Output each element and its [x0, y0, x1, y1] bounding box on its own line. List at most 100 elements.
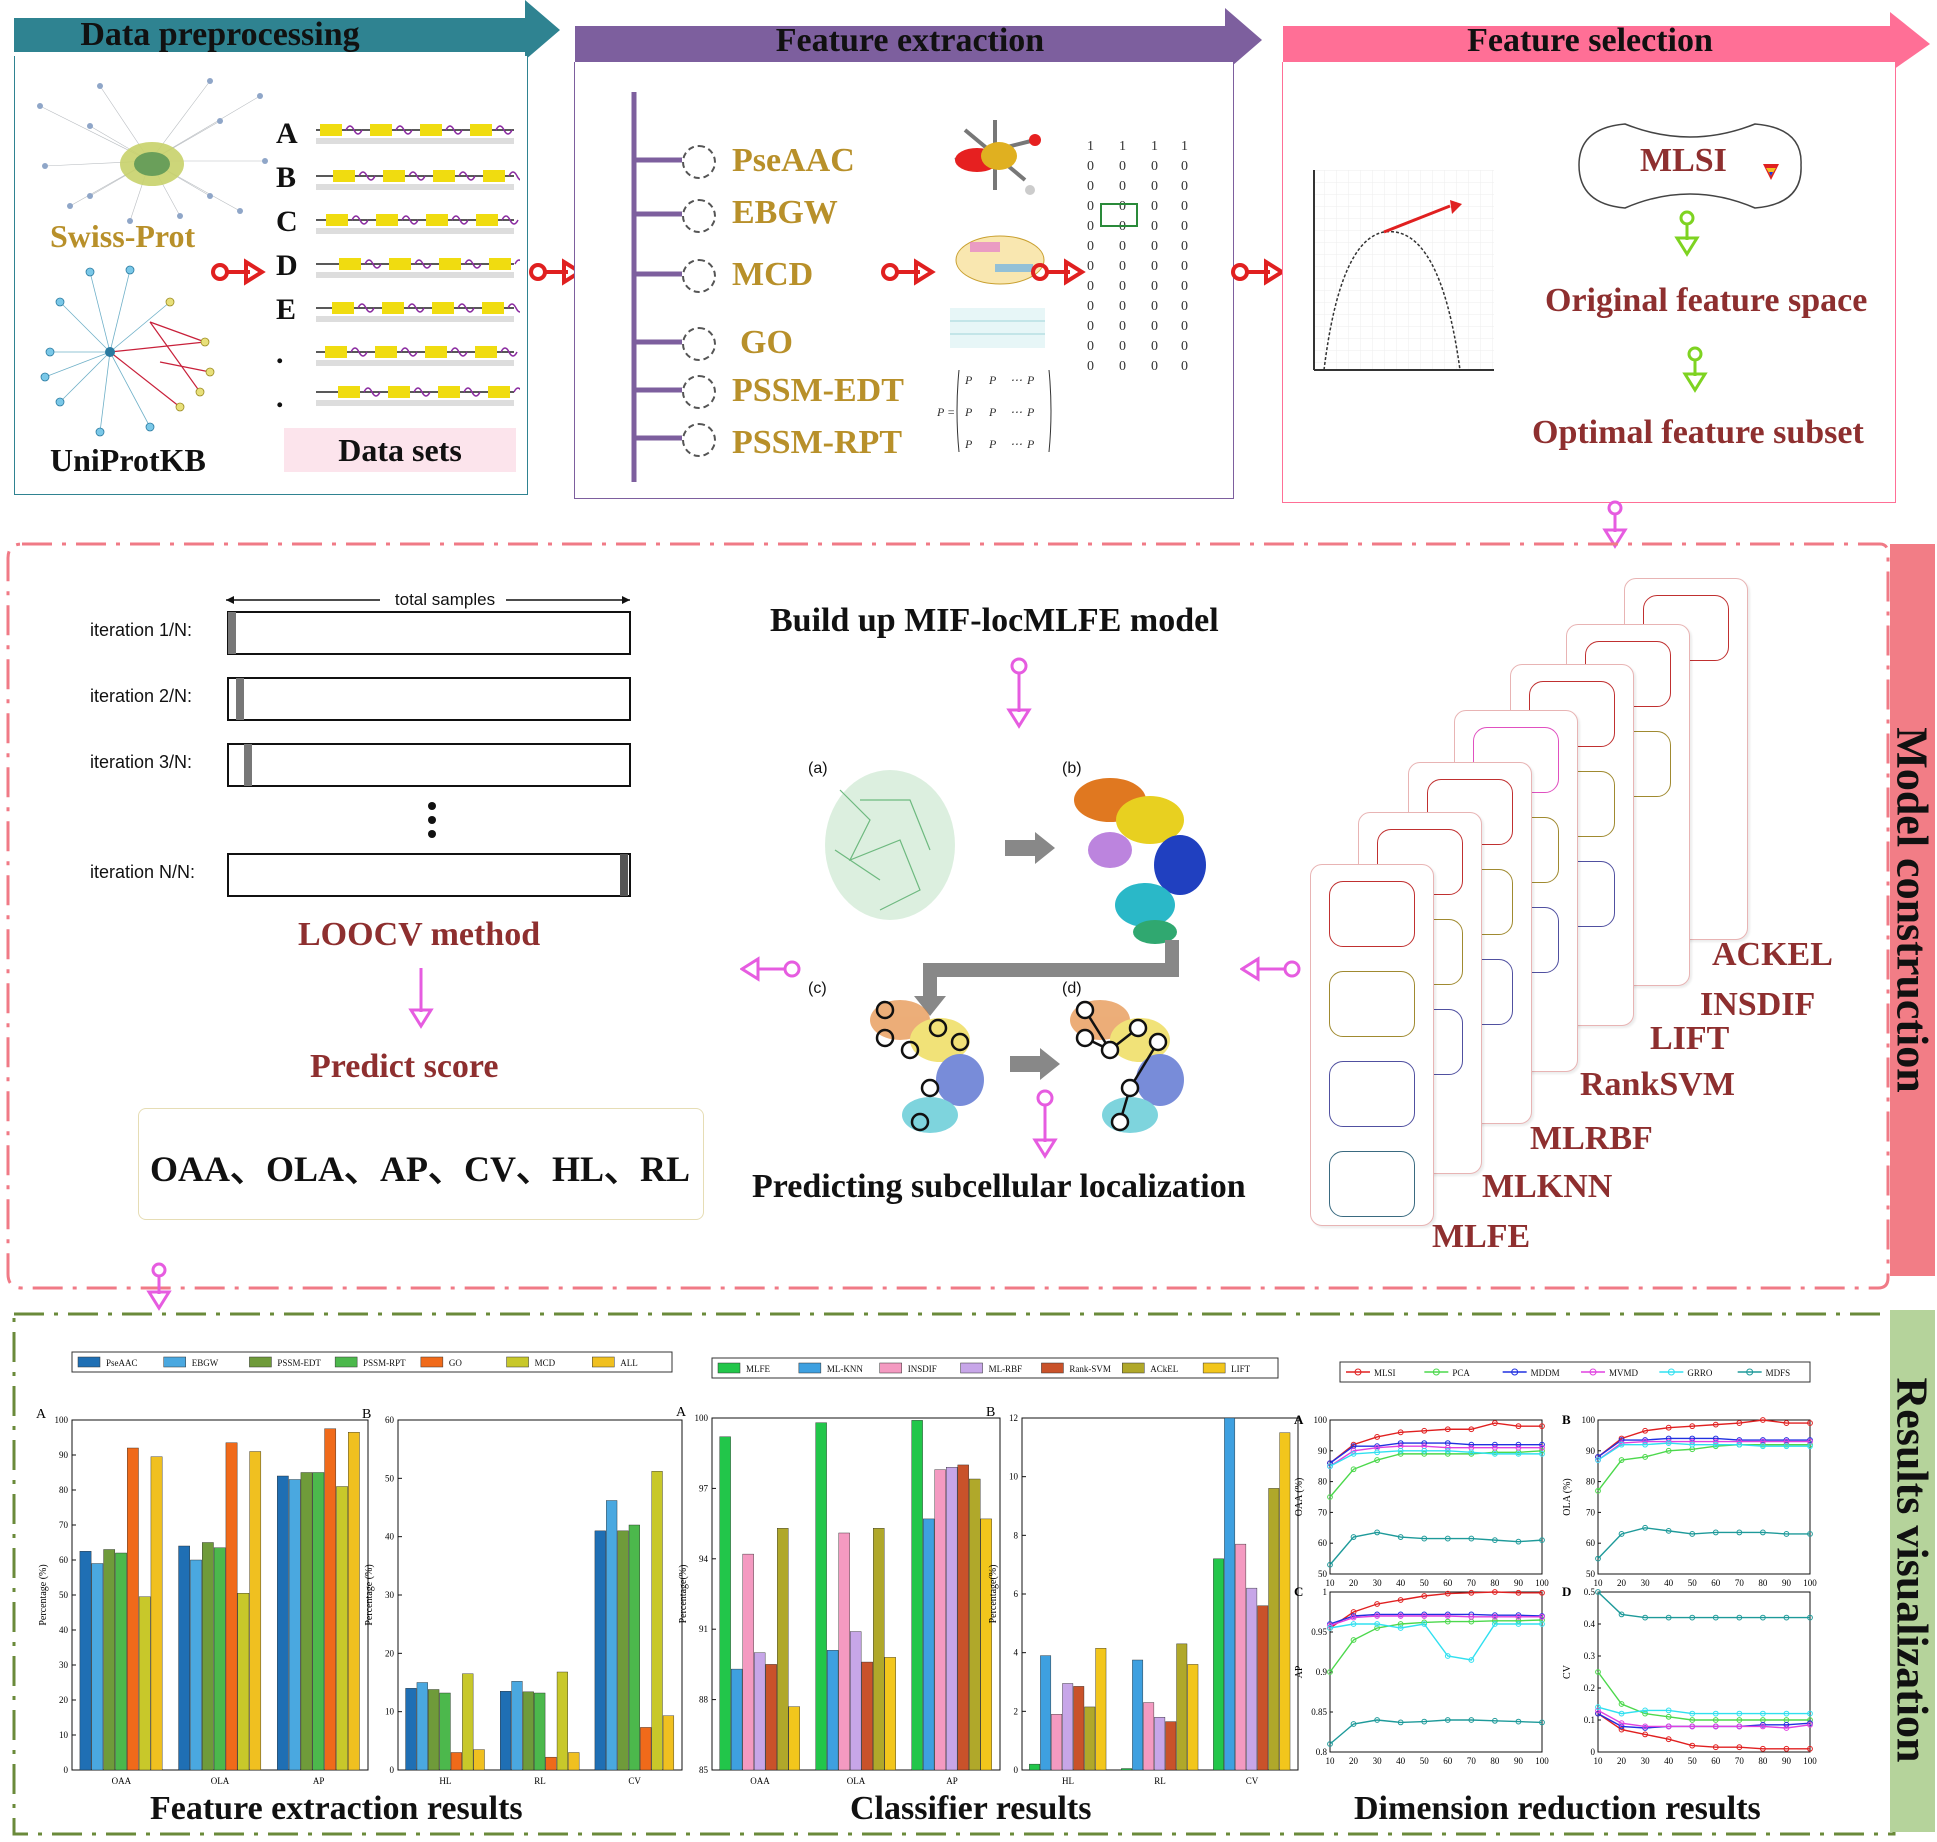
data-point [1642, 1454, 1649, 1460]
feature-ebgw: EBGW [732, 194, 838, 231]
svg-text:P: P [988, 405, 997, 419]
y-tick-label: 12 [1009, 1413, 1018, 1423]
data-point [1515, 1621, 1522, 1627]
coil-mark [464, 259, 482, 269]
x-tick-label: RL [1154, 1776, 1166, 1786]
data-point [1595, 1710, 1601, 1717]
helix-block [433, 170, 455, 182]
ppi-network-image [37, 78, 268, 224]
legend-swatch [879, 1362, 902, 1374]
data-point [1736, 1529, 1743, 1536]
matrix-cell: 0 [1151, 179, 1158, 194]
y-axis-label: CV [1562, 1664, 1573, 1679]
bar [957, 1464, 969, 1771]
card-slot [1329, 881, 1415, 947]
bar [934, 1469, 946, 1771]
data-point [1350, 1621, 1357, 1627]
y-tick-label: 20 [385, 1648, 395, 1658]
pssm-matrix-image: P = P P ⋯ P P P ⋯ P P P ⋯ P [936, 369, 1052, 453]
coil-mark [350, 347, 368, 357]
data-point [1712, 1529, 1719, 1536]
coil-mark [514, 259, 520, 265]
legend-marker [1589, 1368, 1597, 1376]
coil-mark [351, 215, 369, 225]
panel-letter: B [362, 1407, 371, 1422]
data-point [1712, 1421, 1719, 1428]
data-point [1350, 1721, 1357, 1727]
x-tick-label: 60 [1443, 1756, 1453, 1766]
bar [439, 1692, 451, 1771]
x-tick-label: 70 [1735, 1756, 1745, 1766]
y-tick-label: 50 [1318, 1569, 1328, 1579]
data-point [1807, 1614, 1813, 1621]
optimal-feature-subset-label: Optimal feature subset [1532, 414, 1864, 451]
data-point [1444, 1613, 1451, 1619]
data-point [1468, 1589, 1475, 1596]
legend-marker [1667, 1368, 1675, 1376]
bar [428, 1689, 440, 1771]
helix-block [439, 258, 461, 270]
predict-score-label: Predict score [310, 1048, 499, 1085]
bar [754, 1652, 766, 1771]
legend-swatch [960, 1362, 983, 1374]
sequence-text-bar [316, 228, 514, 234]
y-tick-label: 0 [64, 1765, 69, 1775]
bar [1213, 1558, 1224, 1771]
panel-label-b: (b) [1062, 760, 1082, 777]
helix-block [482, 302, 504, 314]
connector-magenta-5 [146, 1262, 172, 1311]
data-point [1421, 1535, 1428, 1542]
x-tick-label: 90 [1514, 1578, 1524, 1588]
svg-text:P: P [936, 405, 945, 419]
bar [628, 1524, 640, 1771]
bar [1095, 1648, 1107, 1771]
bar [190, 1559, 202, 1771]
bar [742, 1553, 754, 1771]
data-point [1665, 1723, 1672, 1730]
data-point [1783, 1725, 1790, 1731]
data-point [1689, 1441, 1696, 1448]
data-point [1665, 1424, 1672, 1431]
series-line [1597, 1443, 1810, 1492]
y-tick-label: 40 [59, 1625, 69, 1635]
predicting-label: Predicting subcellular localization [752, 1168, 1246, 1205]
data-point [1539, 1589, 1545, 1596]
y-tick-label: 90 [1318, 1446, 1328, 1456]
y-tick-label: 8 [1014, 1530, 1019, 1540]
classifier-label-ackel: ACKEL [1712, 936, 1833, 973]
y-axis-label: Percentage(%) [988, 1565, 999, 1624]
helix-block [489, 258, 511, 270]
svg-text:P: P [988, 437, 997, 451]
data-point [1642, 1723, 1649, 1730]
legend-label: MLSI [1374, 1368, 1396, 1378]
data-point [1807, 1420, 1813, 1426]
y-tick-label: 10 [59, 1730, 69, 1740]
matrix-cell: 0 [1151, 359, 1158, 374]
x-tick-label: 40 [1396, 1756, 1406, 1766]
feature-pssm-edt: PSSM-EDT [732, 372, 904, 409]
classifier-label-mlfe: MLFE [1432, 1218, 1531, 1255]
y-tick-label: 0.5 [1584, 1587, 1596, 1597]
data-point [1421, 1427, 1428, 1434]
x-tick-label: 60 [1711, 1756, 1721, 1766]
legend-swatch [1041, 1362, 1064, 1374]
data-point [1689, 1723, 1696, 1730]
data-point [1665, 1713, 1672, 1720]
data-point [1539, 1423, 1545, 1430]
dataset-letter-dot-2: . [276, 381, 284, 414]
matrix-cell: 0 [1087, 199, 1094, 214]
bar [277, 1475, 289, 1771]
matrix-cell: 0 [1181, 319, 1188, 334]
loocv-diagram [226, 592, 631, 897]
coil-mark [400, 347, 418, 357]
data-point [1421, 1593, 1428, 1599]
bar [1154, 1716, 1166, 1771]
iteration-3-label: iteration 3/N: [90, 752, 193, 772]
caption-classifier: Classifier results [850, 1790, 1092, 1827]
bar [348, 1432, 360, 1771]
bar [225, 1442, 238, 1771]
y-tick-label: 100 [695, 1413, 709, 1423]
data-point [1595, 1707, 1601, 1714]
bar [249, 1451, 262, 1771]
x-tick-label: OAA [750, 1776, 770, 1786]
